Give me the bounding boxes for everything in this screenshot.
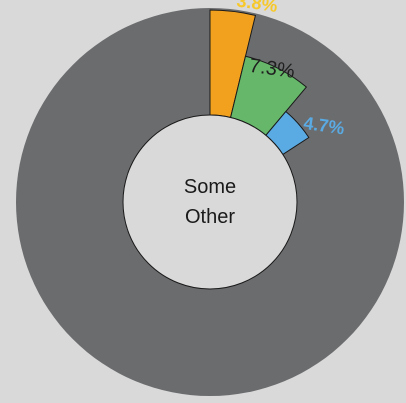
center-hole [122,114,298,290]
center-label-line-2: Other [185,206,235,228]
center-label-line-1: Some [184,176,236,198]
